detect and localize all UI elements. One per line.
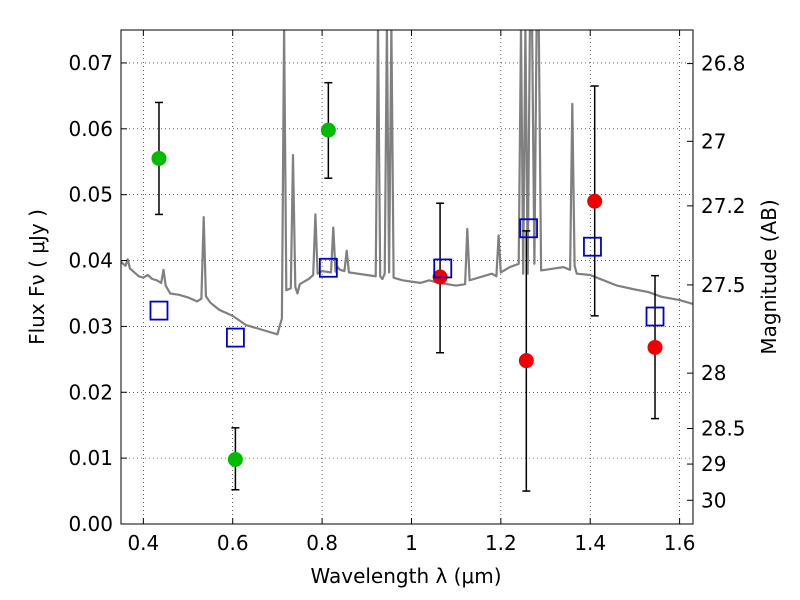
y-tick-label: 0.00	[68, 512, 113, 536]
observed-flux-point	[320, 122, 336, 138]
model-square-marker	[149, 300, 169, 321]
y-tick-label: 0.06	[68, 117, 113, 141]
y2-tick-label: 27	[701, 129, 726, 153]
x-tick-label: 1	[405, 531, 418, 555]
x-axis-label: Wavelength λ (μm)	[310, 564, 501, 588]
y-tick-label: 0.05	[68, 183, 113, 207]
y2-tick-label: 28.5	[701, 416, 746, 440]
model-square-marker	[225, 327, 245, 348]
y-tick-label: 0.04	[68, 249, 113, 273]
observed-flux-point	[151, 150, 167, 166]
x-tick-label: 0.8	[306, 531, 338, 555]
y2-tick-label: 27.2	[701, 194, 746, 218]
model-square-marker	[318, 257, 338, 278]
model-square-marker	[433, 258, 453, 279]
x-tick-label: 0.6	[217, 531, 249, 555]
plot-frame	[120, 29, 694, 525]
y-tick-label: 0.01	[68, 446, 113, 470]
axis-ticks: 0.4 0.6 0.8 1 1.2 1.4 1.6 0.00 0.01 0.02 0.03 0.04 0…	[68, 30, 746, 555]
model-square-marker	[645, 306, 665, 327]
model-square-marker	[583, 236, 602, 257]
observed-flux-point	[227, 451, 243, 467]
y2-tick-label: 26.8	[701, 52, 746, 76]
y-tick-label: 0.02	[68, 380, 113, 404]
y2-tick-label: 27.5	[701, 273, 746, 297]
x-tick-label: 1.4	[574, 531, 606, 555]
data-points	[149, 81, 665, 492]
y2-tick-label: 30	[701, 488, 726, 512]
model-square-marker	[519, 218, 538, 239]
y-axis-label: Flux Fν ( μJy )	[25, 209, 49, 345]
spectrum-line	[121, 30, 693, 336]
y2-axis-label: Magnitude (AB)	[757, 199, 781, 354]
x-tick-label: 0.4	[127, 531, 159, 555]
x-tick-label: 1.2	[485, 531, 517, 555]
y-tick-label: 0.07	[68, 51, 113, 75]
observed-flux-point	[587, 193, 603, 209]
y2-tick-label: 29	[701, 452, 726, 476]
y2-tick-label: 28	[701, 361, 726, 385]
observed-flux-point	[647, 339, 663, 355]
y-tick-label: 0.03	[68, 314, 113, 338]
model-spectrum	[121, 30, 693, 336]
grid-lines	[121, 30, 693, 525]
observed-flux-point	[518, 353, 534, 369]
x-tick-label: 1.6	[664, 531, 696, 555]
